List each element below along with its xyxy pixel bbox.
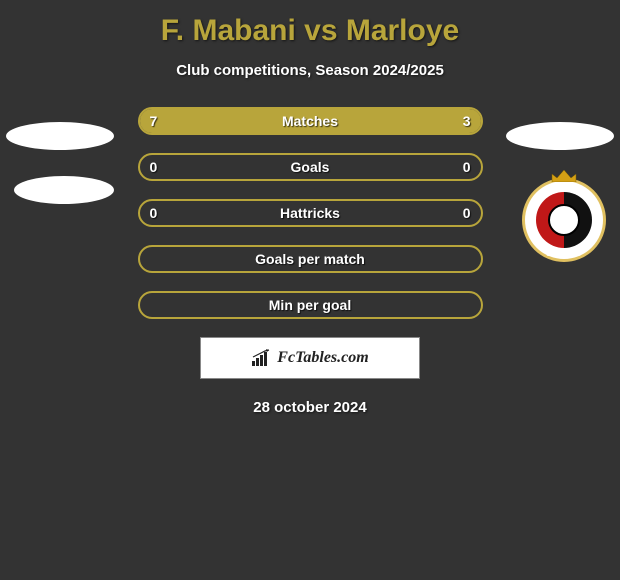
stat-row: 73Matches	[138, 107, 483, 135]
stat-label: Min per goal	[140, 293, 481, 317]
stat-label: Matches	[140, 109, 481, 133]
player2-club-badge: SERAING	[522, 178, 606, 262]
stat-label: Goals per match	[140, 247, 481, 271]
player2-logo-1	[506, 122, 614, 150]
site-badge[interactable]: FcTables.com	[200, 337, 420, 379]
date-text: 28 october 2024	[0, 399, 620, 416]
lion-icon	[548, 204, 580, 236]
stats-chart: 73Matches 00Goals 00Hattricks Goals per mat…	[138, 107, 483, 319]
site-logo-icon	[251, 349, 271, 367]
page-title: F. Mabani vs Marloye	[0, 0, 620, 48]
player1-logo-1	[6, 122, 114, 150]
stat-label: Hattricks	[140, 201, 481, 225]
stat-label: Goals	[140, 155, 481, 179]
stat-row: Goals per match	[138, 245, 483, 273]
club-badge-text: SERAING	[522, 251, 606, 258]
site-badge-text: FcTables.com	[277, 349, 368, 367]
stat-row: Min per goal	[138, 291, 483, 319]
subtitle: Club competitions, Season 2024/2025	[0, 62, 620, 79]
stat-row: 00Hattricks	[138, 199, 483, 227]
crown-icon	[550, 168, 578, 182]
stat-row: 00Goals	[138, 153, 483, 181]
player1-logo-2	[14, 176, 114, 204]
